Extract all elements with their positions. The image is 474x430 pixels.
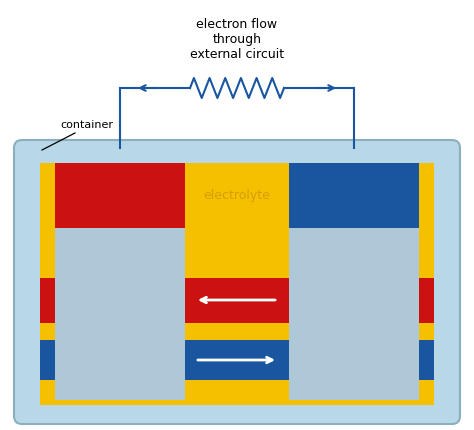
Text: oxidized
metal
↓
metal
(or lower oxide): oxidized metal ↓ metal (or lower oxide) xyxy=(76,298,164,361)
Bar xyxy=(40,340,434,380)
Text: oxidized
metal
↑
metal: oxidized metal ↑ metal xyxy=(331,305,377,355)
Text: electron flow
through
external circuit: electron flow through external circuit xyxy=(190,18,284,61)
Text: positive plate
(cathode): positive plate (cathode) xyxy=(74,182,165,210)
FancyBboxPatch shape xyxy=(14,140,460,424)
Bar xyxy=(55,163,185,228)
Text: negative plate
(anode): negative plate (anode) xyxy=(306,182,402,210)
Text: flow of
positive ions: flow of positive ions xyxy=(197,289,277,311)
Bar xyxy=(40,163,434,405)
Bar xyxy=(60,230,180,397)
Text: flow of
negative ions: flow of negative ions xyxy=(195,349,279,371)
Bar xyxy=(55,163,185,400)
Text: electrolyte: electrolyte xyxy=(203,188,271,202)
Bar xyxy=(294,230,414,397)
Text: container: container xyxy=(60,120,113,130)
Bar xyxy=(289,163,419,228)
Bar xyxy=(40,278,434,323)
Bar xyxy=(185,278,289,323)
Bar xyxy=(289,163,419,400)
Bar xyxy=(185,340,289,380)
